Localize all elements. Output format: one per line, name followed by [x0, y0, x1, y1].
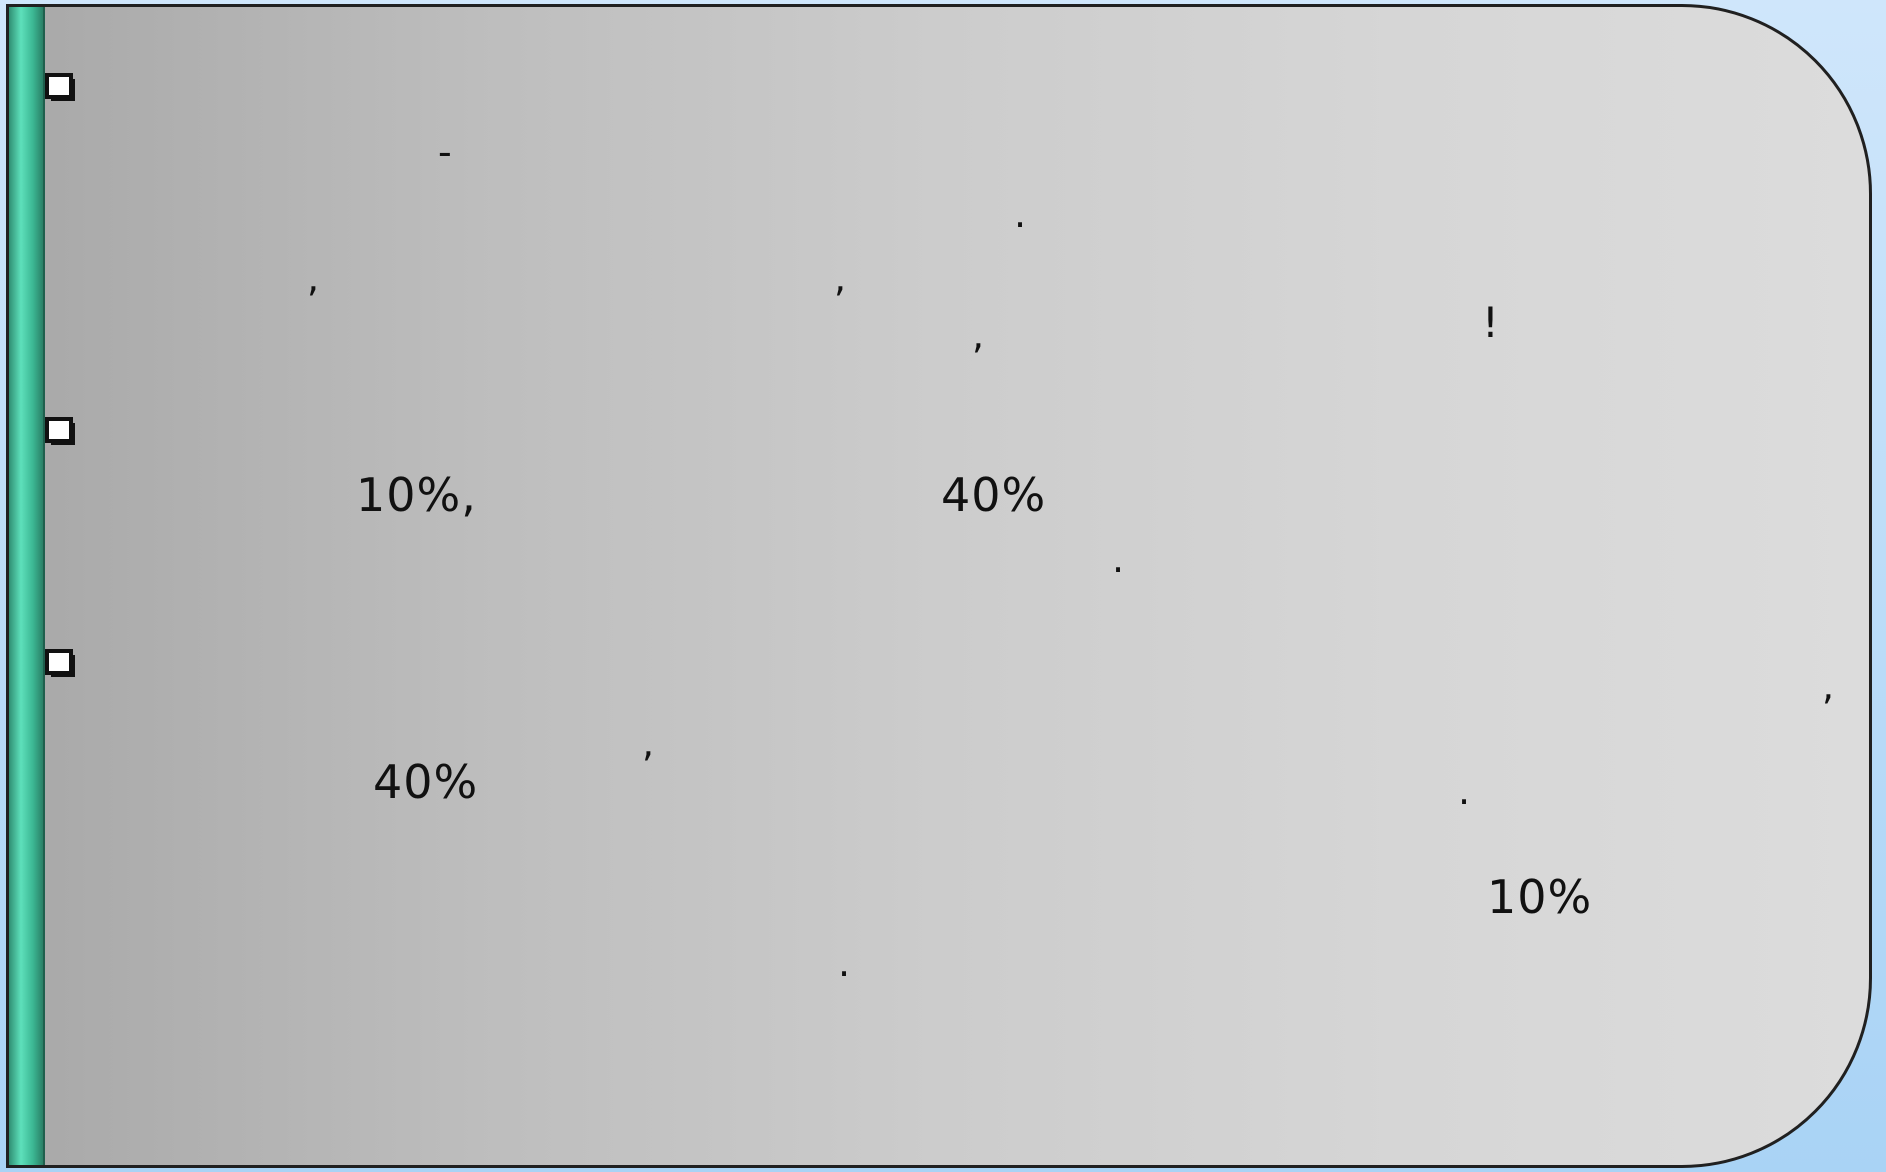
item3-period-2: . — [838, 944, 850, 982]
item1-hyphen: - — [438, 133, 452, 171]
item1-exclamation: ! — [1482, 302, 1499, 344]
item3-period-1: . — [1458, 772, 1470, 810]
item1-comma-1: , — [307, 259, 319, 297]
item2-value-40-percent: 40% — [941, 472, 1046, 518]
item2-period: . — [1112, 540, 1124, 578]
square-bullet-icon — [44, 414, 80, 450]
item2-value-10-percent: 10%, — [356, 472, 477, 518]
item3-value-10-percent: 10% — [1487, 874, 1592, 920]
item3-comma-1: , — [1822, 667, 1834, 705]
square-bullet-icon — [44, 646, 80, 682]
item3-comma-2: , — [642, 724, 654, 762]
item1-comma-3: , — [972, 316, 984, 354]
item1-period: . — [1014, 195, 1026, 233]
item3-value-40-percent: 40% — [373, 759, 478, 805]
accent-bar — [9, 7, 45, 1165]
square-bullet-icon — [44, 70, 80, 106]
item1-comma-2: , — [834, 259, 846, 297]
slide-panel — [6, 4, 1872, 1168]
